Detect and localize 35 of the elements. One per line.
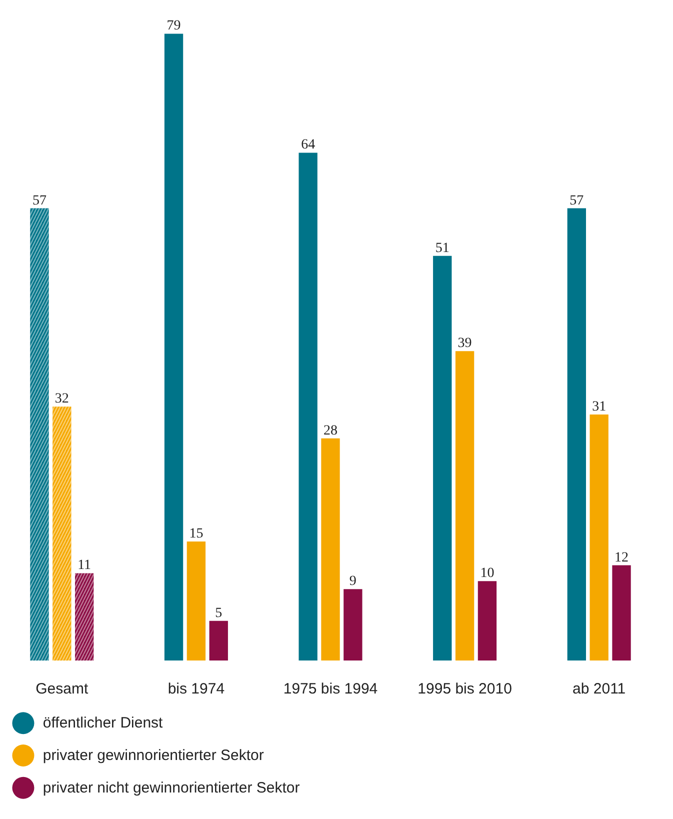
- bar: [344, 589, 362, 660]
- data-label: 28: [324, 423, 338, 438]
- data-label: 5: [215, 606, 222, 621]
- data-label: 11: [78, 558, 92, 574]
- x-tick-label: ab 2011: [572, 680, 626, 698]
- data-label: 64: [301, 138, 316, 153]
- data-label: 79: [166, 18, 181, 34]
- bar: [209, 620, 228, 660]
- data-label: 15: [189, 526, 204, 542]
- bar: [590, 414, 608, 660]
- legend-label: privater nicht gewinnorientierter Sektor: [42, 779, 300, 796]
- data-label: 39: [458, 336, 472, 352]
- legend-label: öffentlicher Dienst: [42, 714, 164, 732]
- data-label: 10: [480, 566, 494, 582]
- bar: [433, 256, 452, 660]
- x-tick-label: bis 1974: [168, 680, 225, 698]
- bar: [298, 152, 318, 660]
- data-label: 51: [435, 240, 450, 256]
- x-tick-label: 1995 bis 2010: [418, 680, 512, 698]
- data-label: 12: [614, 550, 629, 566]
- data-label: 32: [54, 392, 69, 407]
- data-label: 57: [570, 193, 584, 208]
- data-label: 31: [592, 400, 606, 415]
- bar: [567, 208, 586, 660]
- data-label: 9: [349, 574, 356, 590]
- x-tick-label: Gesamt: [36, 680, 89, 698]
- bar: [321, 438, 340, 660]
- legend-label: privater gewinnorientierter Sektor: [42, 747, 264, 764]
- bar: [164, 34, 184, 660]
- bar: [612, 565, 631, 660]
- data-label: 57: [32, 193, 46, 208]
- bar: [186, 541, 206, 660]
- bar: [478, 581, 497, 660]
- x-tick-label: 1975 bis 1994: [283, 680, 378, 698]
- bar: [455, 351, 474, 660]
